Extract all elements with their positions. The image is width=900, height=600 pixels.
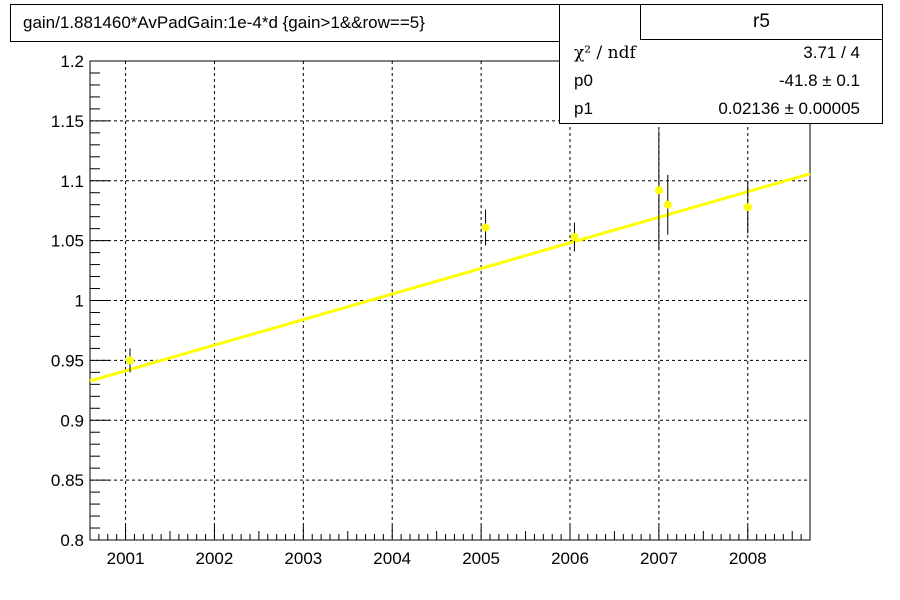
y-tick-label: 1 [75,292,84,311]
grid-lines [90,61,810,540]
plot-title: gain/1.881460*AvPadGain:1e-4*d {gain>1&&… [10,4,638,42]
data-point [654,186,663,195]
data-point [126,356,134,365]
stats-value: -41.8 ± 0.1 [778,71,860,90]
stats-key: p0 [574,71,593,90]
y-tick-label: 0.9 [60,411,84,430]
fit-line-segment [89,172,811,383]
x-tick-labels: 2001 2002 2003 2004 2005 2006 2007 2008 [107,549,767,568]
y-tick-label: 0.85 [51,471,84,490]
stats-row-chi2: χ² / ndf 3.71 / 4 [574,39,860,67]
stats-key: χ² / ndf [574,43,636,63]
x-tick-label: 2005 [462,549,500,568]
y-tick-label: 0.95 [51,351,84,370]
data-point [743,203,752,212]
x-tick-label: 2001 [107,549,145,568]
x-tick-label: 2008 [729,549,767,568]
data-point [663,200,672,209]
y-tick-label: 1.15 [51,112,84,131]
x-tick-label: 2002 [196,549,234,568]
x-tick-label: 2007 [640,549,678,568]
y-tick-label: 1.2 [60,52,84,71]
data-point [481,223,490,232]
x-tick-label: 2004 [373,549,411,568]
y-tick-labels: 0.8 0.85 0.9 0.95 1 1.05 1.1 1.15 1.2 [51,52,84,550]
fit-line [89,172,811,383]
stats-key: p1 [574,99,593,118]
x-tick-label: 2003 [284,549,322,568]
data-point [570,233,579,242]
y-tick-label: 0.8 [60,531,84,550]
stats-box: r5 χ² / ndf 3.71 / 4 p0 -41.8 ± 0.1 p1 0… [559,4,883,124]
stats-value: 0.02136 ± 0.00005 [718,99,860,118]
stats-row-p0: p0 -41.8 ± 0.1 [574,67,860,95]
stats-row-p1: p1 0.02136 ± 0.00005 [574,95,860,123]
y-tick-label: 1.1 [60,172,84,191]
axis-ticks [89,60,811,541]
x-tick-label: 2006 [551,549,589,568]
stats-value: 3.71 / 4 [803,43,860,62]
y-tick-label: 1.05 [51,232,84,251]
data-points [126,130,752,373]
stats-name: r5 [640,5,882,40]
